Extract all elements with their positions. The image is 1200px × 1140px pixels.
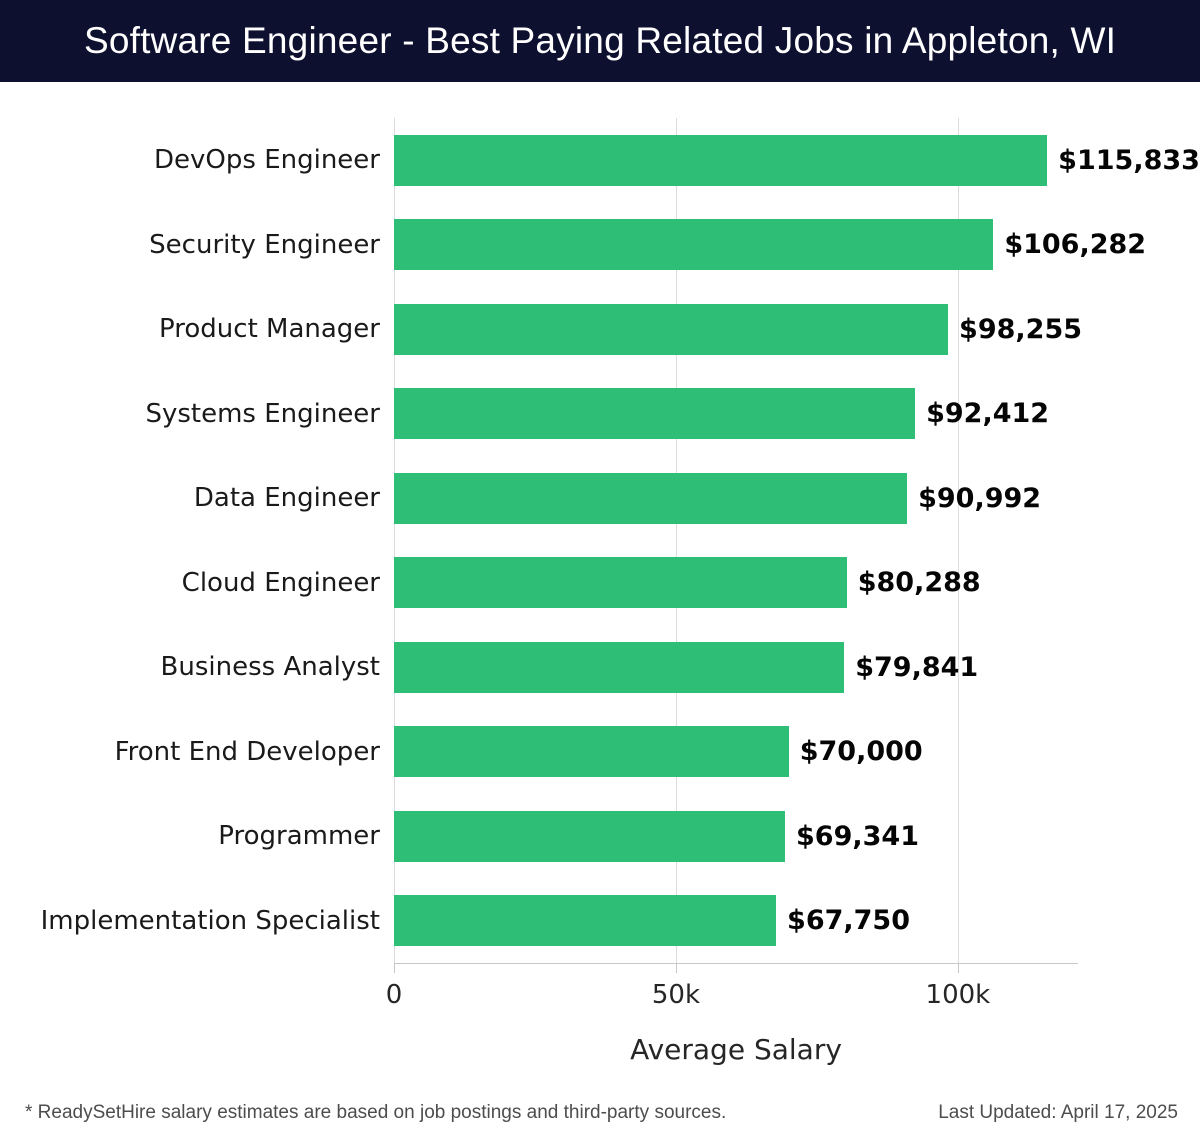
gridline — [675, 118, 677, 963]
category-label: Business Analyst — [160, 652, 380, 683]
value-label: $79,841 — [855, 651, 979, 683]
value-label: $69,341 — [796, 820, 919, 852]
category-label: Cloud Engineer — [181, 567, 380, 598]
header: Software Engineer - Best Paying Related … — [0, 0, 1200, 82]
salary-bar — [394, 726, 789, 778]
x-axis-line — [394, 963, 1078, 964]
x-tick-mark — [394, 963, 395, 973]
salary-bar — [394, 134, 1048, 186]
value-label: $70,000 — [799, 736, 923, 768]
value-label: $80,288 — [857, 567, 981, 599]
page-title: Software Engineer - Best Paying Related … — [83, 20, 1117, 61]
category-label: Systems Engineer — [145, 398, 380, 429]
footer: * ReadySetHire salary estimates are base… — [0, 1098, 1200, 1128]
last-updated: Last Updated: April 17, 2025 — [938, 1102, 1178, 1123]
salary-bar — [394, 810, 785, 862]
x-tick-mark — [675, 963, 677, 973]
salary-bar — [394, 303, 949, 355]
category-label: Security Engineer — [149, 229, 380, 260]
category-label: DevOps Engineer — [154, 145, 380, 176]
gridline — [394, 118, 395, 963]
category-label: Implementation Specialist — [40, 905, 380, 936]
salary-bar — [394, 472, 908, 524]
salary-bar — [394, 557, 847, 609]
x-axis-label: Average Salary — [630, 1033, 842, 1066]
category-label: Data Engineer — [193, 483, 380, 514]
x-tick-label: 100k — [925, 980, 991, 1010]
x-tick-label: 0 — [385, 980, 403, 1010]
value-label: $67,750 — [787, 905, 911, 937]
salary-bar — [394, 219, 994, 271]
value-label: $106,282 — [1004, 229, 1147, 261]
category-label: Product Manager — [159, 314, 380, 345]
category-label: Programmer — [218, 821, 380, 852]
x-tick-mark — [957, 963, 959, 973]
value-label: $92,412 — [926, 398, 1050, 430]
salary-bar — [394, 641, 845, 693]
salary-bar — [394, 895, 777, 947]
value-label: $115,833 — [1058, 144, 1200, 176]
gridline — [957, 118, 959, 963]
x-tick-label: 50k — [651, 980, 700, 1010]
category-label: Front End Developer — [114, 736, 380, 767]
value-label: $98,255 — [959, 313, 1083, 345]
source-note: * ReadySetHire salary estimates are base… — [25, 1102, 727, 1123]
salary-bar — [394, 388, 916, 440]
value-label: $90,992 — [918, 482, 1042, 514]
